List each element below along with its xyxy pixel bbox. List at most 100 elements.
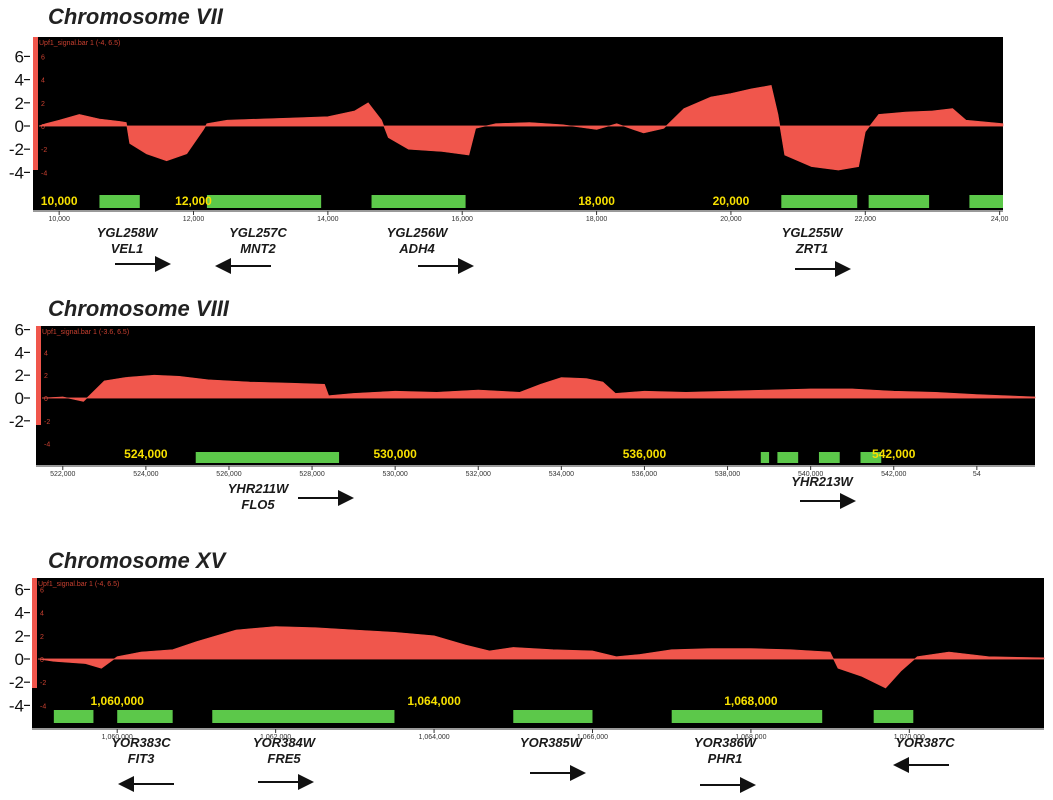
y-tick-label: 4 xyxy=(15,71,24,90)
y-tick-label: 0 xyxy=(15,650,24,669)
y-tick-label: 6 xyxy=(15,580,24,599)
gene-name-label: YOR386W xyxy=(694,735,758,750)
axis-tick-label: 1,060,000 xyxy=(102,734,133,741)
y-tick-label: 6 xyxy=(15,321,24,340)
y-tick-label: 2 xyxy=(15,627,24,646)
track-label: Upf1_signal.bar 1 (-3.6, 6.5) xyxy=(42,329,129,336)
coordinate-label: 536,000 xyxy=(623,447,667,461)
gene-alias-label: MNT2 xyxy=(240,241,276,256)
axis-tick-label: 530,000 xyxy=(383,471,408,478)
axis-tick-label: 1,062,000 xyxy=(260,734,291,741)
gene-box xyxy=(99,195,140,208)
track-tick-label: -2 xyxy=(41,147,47,154)
coordinate-label: 524,000 xyxy=(124,447,168,461)
direction-arrow-head xyxy=(118,776,134,792)
genome-track-chart: Upf1_signal.bar 1 (-3.6, 6.5) 4 2 0 -2 -4 6 4 2 0… xyxy=(9,321,1036,512)
track-tick-label: 4 xyxy=(40,611,44,618)
direction-arrow-head xyxy=(893,757,909,773)
signal-area xyxy=(38,85,1004,171)
y-tick-label: 2 xyxy=(15,94,24,113)
scale-strip xyxy=(36,326,41,425)
gene-box xyxy=(212,710,395,723)
gene-name-label: YGL258W xyxy=(97,225,159,240)
gene-box xyxy=(860,452,882,463)
track-tick-label: 4 xyxy=(44,350,48,357)
gene-box xyxy=(969,195,1003,208)
panel-title: Chromosome VII xyxy=(48,4,223,29)
gene-name-label: YHR211W xyxy=(228,481,290,496)
gene-alias-label: FIT3 xyxy=(128,751,155,766)
axis-tick-label: 526,000 xyxy=(216,471,241,478)
axis-tick-label: 10,000 xyxy=(48,216,70,223)
coordinate-label: 18,000 xyxy=(578,194,615,208)
track-tick-label: 0 xyxy=(41,124,45,131)
axis-tick-label: 1,070,000 xyxy=(894,734,925,741)
track-tick-label: -2 xyxy=(40,680,46,687)
direction-arrow-head xyxy=(155,256,171,272)
axis-tick-label: 1,064,000 xyxy=(418,734,449,741)
coordinate-label: 1,064,000 xyxy=(407,694,461,708)
panel-chromosome-vii: Chromosome VII Upf1_signal.bar 1 (-4, 6.… xyxy=(0,0,1053,290)
panel-chromosome-xv: Chromosome XV Upf1_signal.bar 1 (-4, 6.5… xyxy=(0,540,1053,800)
signal-area xyxy=(37,626,1045,689)
genome-track-chart: Upf1_signal.bar 1 (-4, 6.5)6420-2-46420-… xyxy=(9,37,1009,277)
y-tick-label: 0 xyxy=(15,117,24,136)
y-tick-label: -2 xyxy=(9,412,24,431)
gene-name-label: YHR213W xyxy=(791,474,854,489)
track-tick-label: -4 xyxy=(40,703,46,710)
gene-box xyxy=(195,452,340,463)
axis-tick-label: 532,000 xyxy=(466,471,491,478)
track-tick-label: 2 xyxy=(44,373,48,380)
axis-tick-label: 534,000 xyxy=(549,471,574,478)
gene-name-label: YOR383C xyxy=(111,735,171,750)
gene-box xyxy=(371,195,466,208)
y-tick-label: -4 xyxy=(9,696,24,715)
gene-alias-label: VEL1 xyxy=(111,241,144,256)
axis-tick-label: 24,00 xyxy=(991,216,1009,223)
gene-name-label: YGL257C xyxy=(229,225,287,240)
axis-tick-label: 524,000 xyxy=(133,471,158,478)
gene-box xyxy=(53,710,94,723)
y-tick-label: -2 xyxy=(9,140,24,159)
gene-name-label: YGL256W xyxy=(387,225,449,240)
axis-tick-label: 16,000 xyxy=(452,216,474,223)
gene-alias-label: FRE5 xyxy=(267,751,301,766)
axis-tick-label: 1,068,000 xyxy=(735,734,766,741)
axis-tick-label: 54 xyxy=(973,471,981,478)
gene-box xyxy=(206,195,322,208)
axis-tick-label: 18,000 xyxy=(586,216,608,223)
axis-tick-label: 22,000 xyxy=(855,216,877,223)
y-tick-label: -4 xyxy=(9,163,24,182)
gene-alias-label: FLO5 xyxy=(241,497,275,512)
panel-title: Chromosome XV xyxy=(48,548,226,573)
track-label: Upf1_signal.bar 1 (-4, 6.5) xyxy=(39,40,120,47)
genome-track-chart: Upf1_signal.bar 1 (-4, 6.5)6420-2-46420-… xyxy=(9,578,1045,793)
axis-tick-label: 522,000 xyxy=(50,471,75,478)
track-tick-label: 0 xyxy=(40,657,44,664)
scale-strip xyxy=(32,578,37,688)
track-tick-label: -4 xyxy=(41,170,47,177)
y-tick-label: 0 xyxy=(15,389,24,408)
track-tick-label: 0 xyxy=(44,396,48,403)
gene-box xyxy=(117,710,173,723)
coordinate-label: 542,000 xyxy=(872,447,916,461)
axis-tick-label: 12,000 xyxy=(183,216,205,223)
direction-arrow-head xyxy=(215,258,231,274)
gene-box xyxy=(671,710,823,723)
gene-alias-label: ADH4 xyxy=(398,241,435,256)
gene-name-label: YOR385W xyxy=(520,735,584,750)
track-label: Upf1_signal.bar 1 (-4, 6.5) xyxy=(38,581,119,588)
panel-chromosome-viii: Chromosome VIII Upf1_signal.bar 1 (-3.6,… xyxy=(0,290,1053,540)
direction-arrow-head xyxy=(740,777,756,793)
coordinate-label: 1,060,000 xyxy=(91,694,145,708)
direction-arrow-head xyxy=(835,261,851,277)
direction-arrow-head xyxy=(338,490,354,506)
track-tick-label: 2 xyxy=(40,634,44,641)
gene-name-label: YGL255W xyxy=(782,225,844,240)
signal-area xyxy=(41,374,1036,402)
panel-title: Chromosome VIII xyxy=(48,296,229,321)
axis-tick-label: 14,000 xyxy=(317,216,339,223)
coordinate-label: 12,000 xyxy=(175,194,212,208)
gene-box xyxy=(777,452,799,463)
track-tick-label: -2 xyxy=(44,419,50,426)
